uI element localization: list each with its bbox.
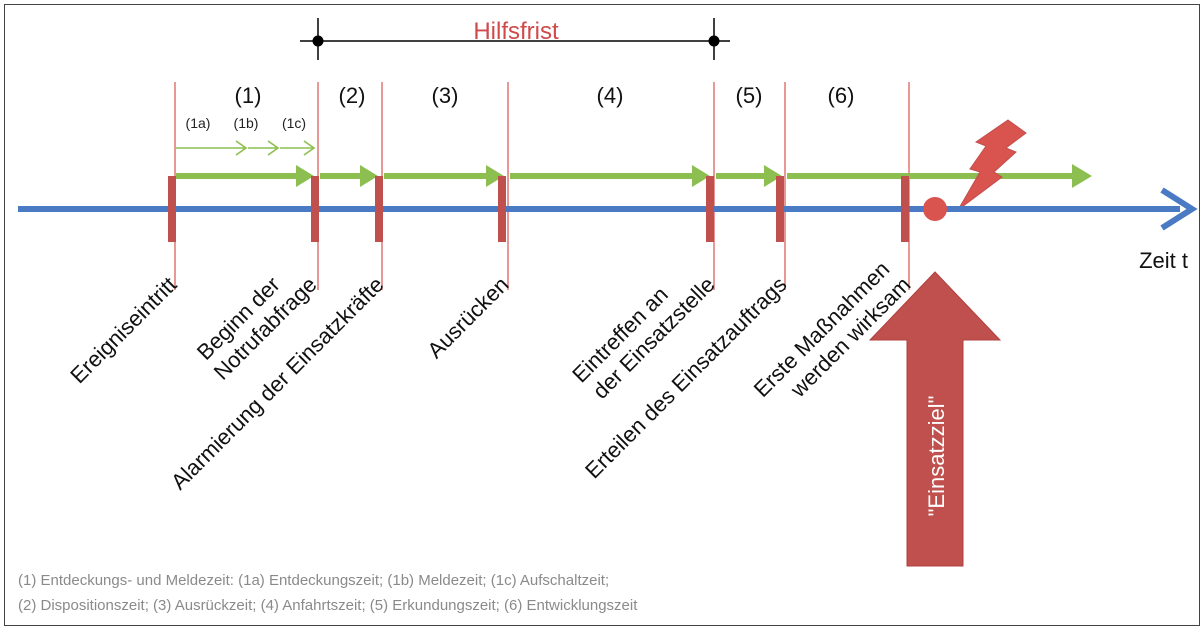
phase-arrow-3 (384, 165, 504, 187)
event-label-ereigniseintritt: Ereigniseintritt (65, 272, 181, 388)
phase-label-1: (1) (235, 83, 262, 108)
event-label-ausruecken: Ausrücken (422, 272, 513, 363)
event-marker (706, 176, 714, 242)
phase-label-6: (6) (828, 83, 855, 108)
hilfsfrist-title: Hilfsfrist (473, 18, 559, 45)
subphase-label-1c: (1c) (282, 115, 306, 131)
event-marker (375, 176, 383, 242)
hilfsfrist-dot-left (312, 35, 324, 47)
goal-dot (923, 197, 947, 221)
event-marker (498, 176, 506, 242)
event-markers (168, 176, 909, 242)
subphase-label-1b: (1b) (234, 115, 259, 131)
event-marker (901, 176, 909, 242)
phase-label-5: (5) (736, 83, 763, 108)
phase-arrow-2 (320, 165, 378, 187)
phase-arrow-1 (176, 165, 314, 187)
subphase-arrowhead (303, 140, 316, 156)
footnote-line-2: (2) Dispositionszeit; (3) Ausrückzeit; (… (18, 597, 638, 614)
phase-label-4: (4) (597, 83, 624, 108)
diagram-frame (4, 4, 1200, 626)
phase-label-2: (2) (339, 83, 366, 108)
subphase-arrowhead (235, 140, 248, 156)
einsatzziel-label: "Einsatzziel" (924, 396, 949, 517)
phase-arrow-5 (716, 165, 782, 187)
subphase-label-1a: (1a) (186, 115, 211, 131)
event-marker (776, 176, 784, 242)
time-axis-label: Zeit t (1139, 248, 1188, 273)
einsatzziel-arrow (868, 271, 1002, 567)
subphase-arrows (176, 140, 316, 156)
phase-label-3: (3) (432, 83, 459, 108)
lightning-icon (957, 119, 1027, 211)
phase-boundary-lines (174, 82, 910, 290)
phase-arrow-6 (787, 164, 1092, 188)
event-marker (168, 176, 176, 242)
event-marker (311, 176, 319, 242)
hilfsfrist-dot-right (708, 35, 720, 47)
phase-arrows (176, 164, 1092, 188)
subphase-arrowhead (267, 140, 280, 156)
phase-arrow-4 (510, 165, 710, 187)
time-axis-arrowhead (1160, 187, 1198, 231)
footnote-line-1: (1) Entdeckungs- und Meldezeit: (1a) Ent… (18, 572, 610, 589)
